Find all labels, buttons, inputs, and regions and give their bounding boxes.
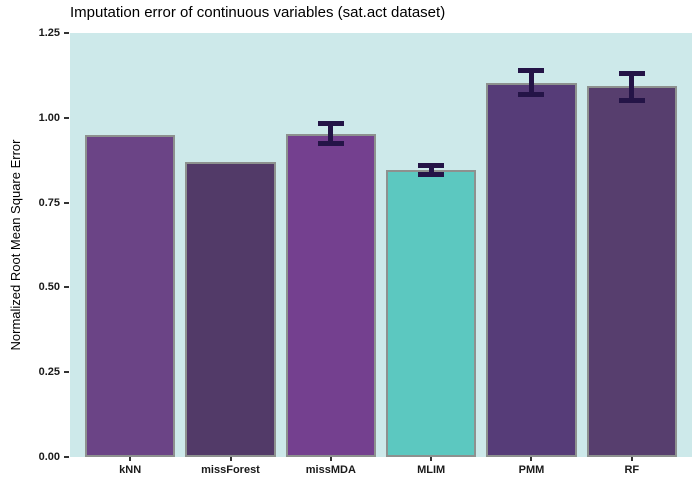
x-tick-mark (430, 457, 433, 461)
y-tick-mark (64, 286, 69, 289)
x-category-label: kNN (119, 464, 142, 476)
error-bar-line-missmda (328, 123, 334, 144)
bar-missforest (185, 161, 276, 457)
y-tick-label: 0.00 (38, 451, 60, 463)
error-bar-line-rf (629, 73, 635, 101)
bar-missmda (285, 134, 376, 457)
bar-pmm (486, 82, 577, 457)
bar-rf (586, 85, 677, 457)
error-bar-cap-bottom-rf (618, 97, 645, 103)
y-tick-mark (64, 32, 69, 34)
y-tick-mark (64, 371, 69, 374)
error-bar-cap-bottom-mlim (418, 171, 445, 177)
x-tick-mark (229, 457, 232, 461)
x-category-label: missMDA (305, 464, 356, 476)
y-tick-label: 0.25 (38, 366, 60, 379)
error-bar-line-mlim (428, 165, 434, 175)
y-tick-mark (64, 116, 69, 119)
chart-title: Imputation error of continuous variables… (70, 4, 446, 21)
bar-mlim (386, 170, 477, 457)
x-category-label: RF (624, 464, 640, 476)
error-bar-cap-top-rf (618, 70, 645, 76)
y-axis-title: Normalized Root Mean Square Error (8, 139, 23, 351)
y-tick-label: 1.00 (38, 111, 60, 124)
y-tick-mark (64, 201, 69, 204)
x-category-label: MLIM (417, 464, 446, 476)
error-bar-cap-bottom-missmda (317, 141, 344, 147)
bar-knn (85, 135, 176, 457)
y-tick-label: 1.25 (38, 27, 60, 39)
x-tick-mark (129, 457, 132, 461)
error-bar-cap-top-pmm (518, 68, 545, 74)
x-tick-mark (630, 457, 633, 461)
error-bar-cap-bottom-pmm (518, 92, 545, 98)
x-category-label: missForest (201, 464, 260, 476)
error-bar-line-pmm (528, 70, 534, 95)
x-tick-mark (329, 457, 332, 461)
y-tick-label: 0.50 (38, 281, 60, 294)
error-bar-cap-top-mlim (418, 163, 445, 169)
y-tick-label: 0.75 (38, 196, 60, 209)
error-bar-cap-top-missmda (317, 121, 344, 127)
x-category-label: PMM (518, 464, 545, 476)
y-tick-mark (64, 456, 69, 458)
x-tick-mark (530, 457, 533, 461)
